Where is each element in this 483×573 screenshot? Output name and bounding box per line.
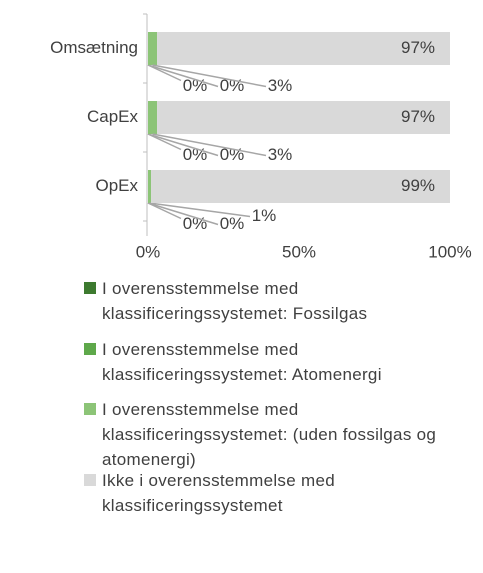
data-label: 3% xyxy=(268,145,293,164)
leader-line xyxy=(152,133,267,157)
bar-segment xyxy=(148,170,152,203)
legend-label: I overensstemmelse med klassificeringssy… xyxy=(102,400,437,469)
legend-swatch xyxy=(84,474,96,486)
leader-line xyxy=(147,64,182,82)
bar-segment xyxy=(148,32,158,65)
legend-item: Ikke i overensstemmelse med klassificeri… xyxy=(84,468,480,518)
bar-segment xyxy=(157,101,450,134)
data-label: 3% xyxy=(268,76,293,95)
leader-line xyxy=(147,133,182,151)
data-label: 97% xyxy=(401,38,435,57)
legend-label: I overensstemmelse med klassificeringssy… xyxy=(102,340,382,384)
legend-item: I overensstemmelse med klassificeringssy… xyxy=(84,337,480,387)
bar-segment xyxy=(148,101,158,134)
data-label: 99% xyxy=(401,176,435,195)
legend-swatch xyxy=(84,403,96,415)
leader-line xyxy=(147,64,219,88)
legend-item: I overensstemmelse med klassificeringssy… xyxy=(84,397,480,472)
data-label: 1% xyxy=(252,206,277,225)
leader-line xyxy=(147,133,219,157)
bar-segment xyxy=(157,32,450,65)
bar-segment xyxy=(151,170,450,203)
leader-line xyxy=(147,202,219,226)
y-tick-label: Omsætning xyxy=(50,38,138,57)
y-tick-label: CapEx xyxy=(87,107,139,126)
data-label: 97% xyxy=(401,107,435,126)
x-tick-label: 0% xyxy=(136,242,161,261)
x-tick-label: 50% xyxy=(282,242,316,261)
legend-swatch xyxy=(84,343,96,355)
legend-item: I overensstemmelse med klassificeringssy… xyxy=(84,276,480,326)
legend-label: Ikke i overensstemmelse med klassificeri… xyxy=(102,471,335,515)
legend-swatch xyxy=(84,282,96,294)
data-label: 0% xyxy=(220,214,245,233)
leader-line xyxy=(147,202,182,220)
leader-line xyxy=(149,202,251,218)
y-tick-label: OpEx xyxy=(95,176,138,195)
legend-label: I overensstemmelse med klassificeringssy… xyxy=(102,279,368,323)
leader-line xyxy=(152,64,267,88)
x-tick-label: 100% xyxy=(428,242,471,261)
